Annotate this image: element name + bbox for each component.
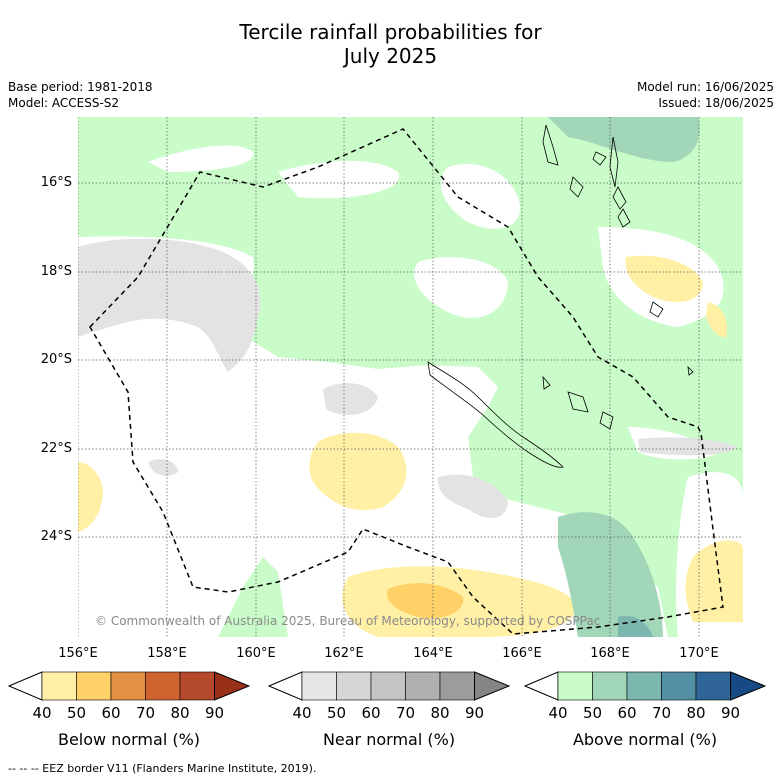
colorbar-near-tick: 80 <box>430 704 450 722</box>
lon-label-156e: 156°E <box>58 646 98 661</box>
colorbar-near-tick: 70 <box>395 704 416 722</box>
colorbar-below-tick: 80 <box>170 704 190 722</box>
new-caledonia-coast <box>427 361 564 468</box>
colorbar-below-tick: 90 <box>204 704 225 722</box>
colorbar-below-swatch-70 <box>110 671 146 701</box>
above-normal-region-2 <box>218 557 288 637</box>
lat-label-20s: 20°S <box>40 352 72 367</box>
colorbar-near-left-arrow <box>268 671 303 701</box>
lat-label-24s: 24°S <box>40 529 72 544</box>
colorbar-below-tick: 70 <box>135 704 156 722</box>
lon-label-166e: 166°E <box>502 646 542 661</box>
map-title: Tercile rainfall probabilities for July … <box>0 20 781 68</box>
lon-label-158e: 158°E <box>147 646 187 661</box>
model-name: Model: ACCESS-S2 <box>8 96 120 110</box>
lat-label-16s: 16°S <box>40 175 72 190</box>
colorbar-near-tick: 90 <box>464 704 485 722</box>
colorbar-above-swatch-90 <box>695 671 731 701</box>
copyright-notice: © Commonwealth of Australia 2025, Bureau… <box>95 614 601 628</box>
colorbar-below-right-arrow <box>214 671 250 701</box>
near-normal-region-5 <box>638 437 738 456</box>
below-normal-region-1 <box>309 432 407 511</box>
colorbar-near-title: Near normal (%) <box>322 730 456 749</box>
lat-label-18s: 18°S <box>40 264 72 279</box>
colorbar-near-swatch-60 <box>336 671 372 701</box>
colorbar-near-swatch-90 <box>439 671 475 701</box>
lon-label-164e: 164°E <box>413 646 453 661</box>
base-period: Base period: 1981-2018 <box>8 80 153 94</box>
colorbar-below-swatch-50 <box>41 671 77 701</box>
issued-date: Issued: 18/06/2025 <box>658 96 774 110</box>
colorbar-near-right-arrow <box>474 671 510 701</box>
colorbar-below-title: Below normal (%) <box>57 730 201 749</box>
model-run: Model run: 16/06/2025 <box>636 80 774 94</box>
colorbar-above-tick: 50 <box>582 704 603 722</box>
near-normal-region-3 <box>437 474 508 519</box>
vanuatu-coast <box>542 124 664 318</box>
lon-label-162e: 162°E <box>324 646 364 661</box>
colorbar-above-tick: 90 <box>720 704 741 722</box>
colorbar-near-swatch-70 <box>370 671 406 701</box>
colorbar-above-normal: 40 50 60 70 80 90 Above normal (%) <box>524 671 766 756</box>
colorbar-near-tick: 40 <box>292 704 312 722</box>
near-normal-region-2 <box>323 383 378 415</box>
colorbar-near-swatches <box>268 671 510 701</box>
loyalty-islands-coast <box>542 365 694 430</box>
colorbar-below-swatch-90 <box>179 671 215 701</box>
white-patch-2 <box>278 160 400 199</box>
colorbar-above-left-arrow <box>524 671 559 701</box>
colorbar-above-tick: 40 <box>548 704 568 722</box>
colorbar-above-swatch-60 <box>592 671 628 701</box>
title-line-2: July 2025 <box>343 44 438 68</box>
eez-legend-note: -- -- -- EEZ border V11 (Flanders Marine… <box>8 762 317 775</box>
colorbar-below-swatches <box>8 671 250 701</box>
colorbar-near-normal: 40 50 60 70 80 90 Near normal (%) <box>268 671 510 756</box>
white-patch-1 <box>148 145 254 172</box>
below-normal-region-7 <box>685 540 743 622</box>
colorbar-below-tick: 60 <box>101 704 121 722</box>
eez-border <box>89 128 724 635</box>
colorbar-above-tick: 60 <box>617 704 637 722</box>
map-svg <box>78 117 743 637</box>
near-normal-region-4 <box>148 459 178 476</box>
above-normal-teal-1 <box>548 117 700 162</box>
map-panel <box>78 117 743 637</box>
colorbar-above-swatch-80 <box>661 671 697 701</box>
colorbar-above-tick: 70 <box>651 704 672 722</box>
above-normal-teal-3 <box>618 615 653 637</box>
colorbar-near-swatch-80 <box>405 671 441 701</box>
colorbar-above-right-arrow <box>730 671 766 701</box>
colorbar-near-swatch-50 <box>301 671 337 701</box>
lon-label-168e: 168°E <box>590 646 630 661</box>
below-normal-region-3 <box>387 583 464 619</box>
colorbar-near-tick: 60 <box>361 704 381 722</box>
colorbar-above-tick: 80 <box>686 704 706 722</box>
lon-label-160e: 160°E <box>236 646 276 661</box>
below-normal-region-5 <box>625 255 703 302</box>
colorbar-below-tick: 40 <box>32 704 52 722</box>
colorbar-below-left-arrow <box>8 671 43 701</box>
below-normal-region-4 <box>78 462 103 532</box>
above-normal-region <box>78 117 743 637</box>
colorbar-below-tick: 50 <box>66 704 87 722</box>
colorbar-above-swatches <box>524 671 766 701</box>
colorbar-near-tick: 50 <box>326 704 347 722</box>
colorbar-above-swatch-70 <box>626 671 662 701</box>
colorbar-above-title: Above normal (%) <box>572 730 718 749</box>
colorbar-below-swatch-60 <box>76 671 112 701</box>
lon-label-170e: 170°E <box>679 646 719 661</box>
title-line-1: Tercile rainfall probabilities for <box>239 20 542 44</box>
lat-label-22s: 22°S <box>40 441 72 456</box>
colorbar-below-swatch-80 <box>145 671 181 701</box>
colorbar-above-swatch-50 <box>557 671 593 701</box>
below-normal-region-6 <box>706 302 728 338</box>
white-patch-3 <box>440 163 520 229</box>
colorbar-below-normal: 40 50 60 70 80 90 Below normal (%) <box>8 671 250 756</box>
above-normal-teal-2 <box>558 512 663 637</box>
